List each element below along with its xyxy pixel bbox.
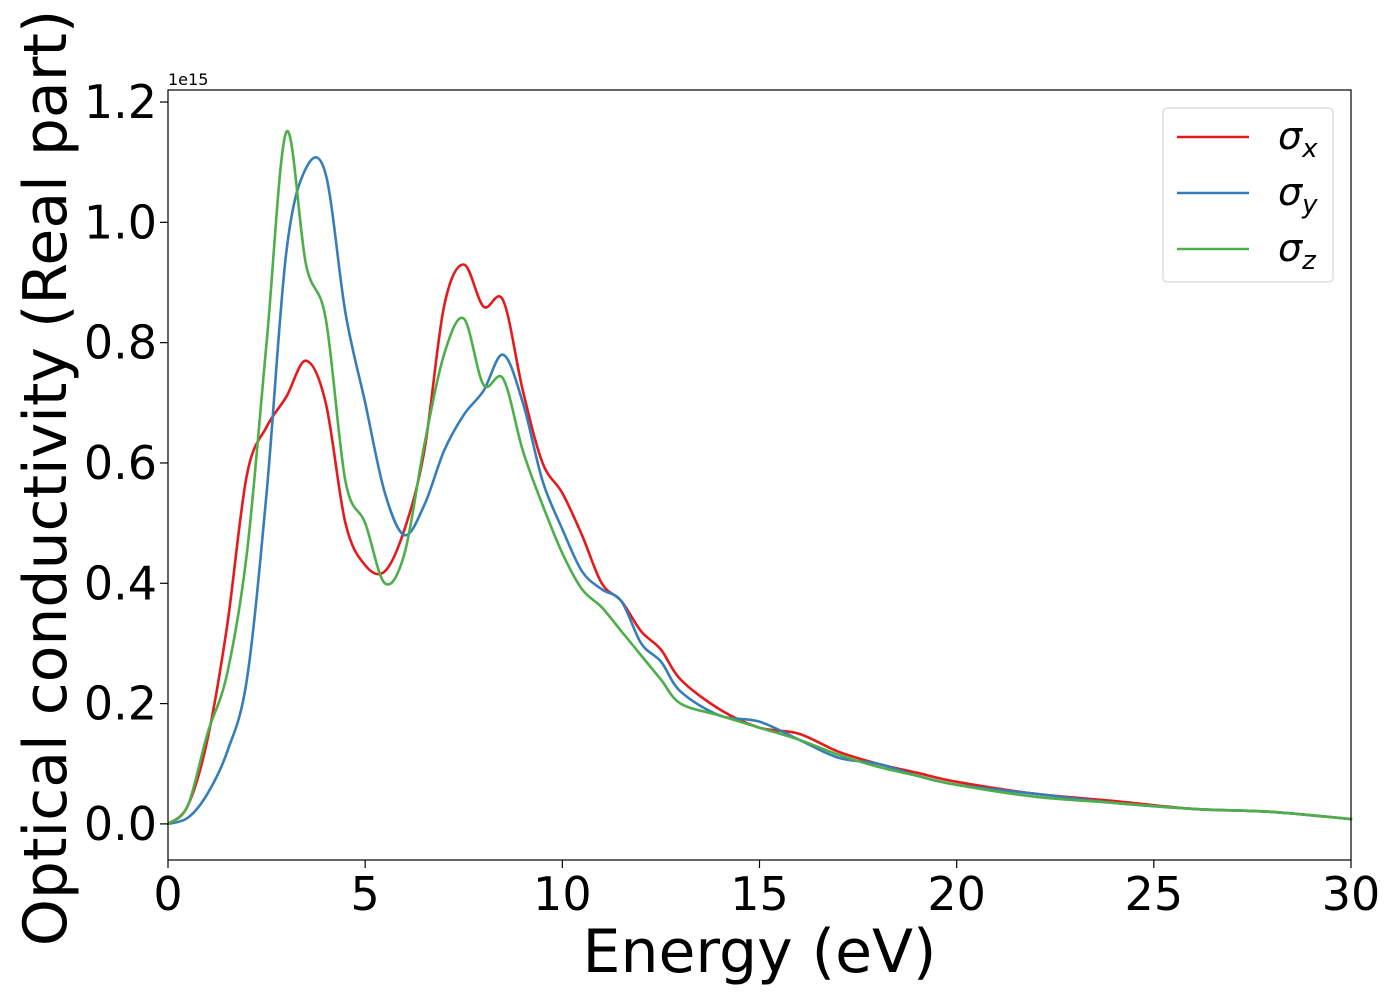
legend-label-z: σz <box>1278 226 1317 276</box>
y-tick-label: 0.2 <box>84 677 157 731</box>
x-tick-label: 25 <box>1125 867 1184 921</box>
y-axis: 0.0 0.2 0.4 0.6 0.8 1.0 1.2 <box>84 75 168 851</box>
y-tick-label: 1.2 <box>84 75 157 129</box>
x-tick-label: 15 <box>730 867 789 921</box>
series-line-z <box>166 129 1353 826</box>
x-tick-label: 5 <box>351 867 380 921</box>
series-layer <box>166 129 1353 826</box>
y-tick-label: 0.0 <box>84 797 157 851</box>
y-tick-label: 0.4 <box>84 556 157 610</box>
y-tick-label: 0.6 <box>84 436 157 490</box>
plot-area <box>168 90 1351 860</box>
x-tick-label: 0 <box>153 867 182 921</box>
y-axis-title: Optical conductivity (Real part) <box>11 10 81 947</box>
series-line-x <box>166 263 1353 826</box>
x-tick-label: 20 <box>927 867 986 921</box>
x-tick-label: 30 <box>1322 867 1381 921</box>
y-tick-label: 1.0 <box>84 195 157 249</box>
x-axis-title: Energy (eV) <box>583 917 937 987</box>
y-tick-label: 0.8 <box>84 316 157 370</box>
legend-label-y: σy <box>1278 170 1318 220</box>
x-tick-label: 10 <box>533 867 592 921</box>
x-axis: 0 5 10 15 20 25 30 <box>153 860 1380 921</box>
y-offset-label: 1e15 <box>168 70 208 89</box>
legend-box <box>1162 107 1334 283</box>
legend-label-x: σx <box>1278 114 1318 164</box>
legend: σx σy σz <box>1162 107 1334 283</box>
